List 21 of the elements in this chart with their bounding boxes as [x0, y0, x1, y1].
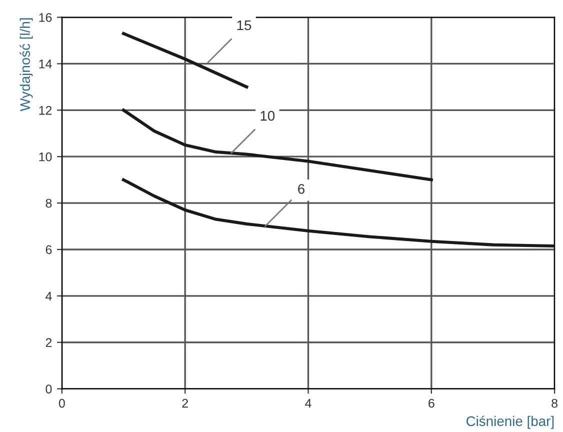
line-series [122, 108, 433, 182]
y-tick-label: 4 [46, 292, 52, 300]
annotation: 10 [260, 110, 275, 121]
x-tick-label: 6 [428, 398, 434, 408]
y-tick-label: 8 [46, 198, 52, 208]
line-series [122, 178, 555, 248]
y-tick-label: 12 [39, 106, 52, 115]
y-tick-label: 6 [46, 245, 52, 254]
annotation: 15 [237, 20, 252, 30]
x-tick-label: 8 [552, 398, 558, 408]
y-tick-label: 14 [39, 60, 52, 68]
x-tick-label: 2 [182, 398, 188, 408]
y-tick-label: 10 [39, 152, 52, 162]
annotation: 6 [298, 184, 304, 194]
x-tick-label: 0 [58, 398, 65, 408]
y-tick-label: 0 [46, 384, 52, 394]
x-axis-title: Ciśnienie [bar] [466, 416, 554, 429]
y-tick-label: 2 [46, 338, 52, 347]
y-tick-label: 16 [39, 13, 52, 22]
y-axis-title: Wydajność [l/h] [20, 18, 33, 112]
x-tick-label: 4 [305, 398, 312, 408]
